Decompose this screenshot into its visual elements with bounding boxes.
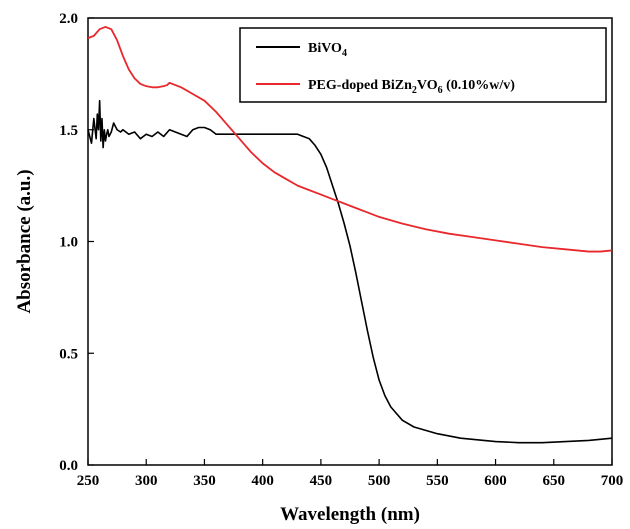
- x-tick-label: 450: [310, 473, 333, 489]
- y-tick-label: 0.5: [59, 346, 78, 362]
- legend: BiVO4 PEG-doped BiZn2VO6 (0.10%w/v): [239, 27, 607, 103]
- legend-label-part: PEG-doped BiZn: [308, 78, 412, 93]
- x-axis-ticks: 250 300 350 400 450 500 550 600 650 700: [77, 459, 624, 489]
- x-tick-label: 550: [426, 473, 449, 489]
- x-tick-label: 700: [601, 473, 624, 489]
- legend-label-part: VO: [417, 78, 438, 93]
- x-tick-label: 600: [484, 473, 507, 489]
- legend-box: [239, 27, 607, 103]
- x-axis-title: Wavelength (nm): [280, 504, 420, 525]
- x-tick-label: 350: [193, 473, 216, 489]
- x-tick-label: 650: [543, 473, 566, 489]
- series-line-1: [87, 99, 613, 444]
- legend-label-1: BiVO4: [308, 41, 347, 59]
- legend-label-2: PEG-doped BiZn2VO6 (0.10%w/v): [308, 78, 515, 96]
- legend-label-part: 6: [438, 85, 443, 96]
- series-layer: [87, 26, 613, 444]
- legend-label-part: 4: [342, 48, 347, 59]
- y-axis-title: Absorbance (a.u.): [14, 169, 35, 313]
- series-line-2: [87, 26, 613, 253]
- x-tick-label: 300: [135, 473, 158, 489]
- y-axis-ticks: 0.0 0.5 1.0 1.5 2.0: [59, 11, 94, 474]
- legend-label-part: (0.10%w/v): [443, 78, 516, 93]
- x-tick-label: 400: [251, 473, 274, 489]
- y-tick-label: 1.0: [59, 235, 78, 251]
- x-tick-label: 250: [77, 473, 100, 489]
- y-tick-label: 1.5: [59, 123, 78, 139]
- legend-label-part: BiVO: [308, 41, 342, 56]
- x-tick-label: 500: [368, 473, 391, 489]
- legend-label-part: 2: [412, 85, 417, 96]
- y-tick-label: 2.0: [59, 11, 78, 27]
- y-tick-label: 0.0: [59, 458, 78, 474]
- plot-area: 250 300 350 400 450 500 550 600 650 700 0.0 0.5 1.0…: [59, 11, 623, 489]
- legend-items: BiVO4 PEG-doped BiZn2VO6 (0.10%w/v): [256, 41, 515, 96]
